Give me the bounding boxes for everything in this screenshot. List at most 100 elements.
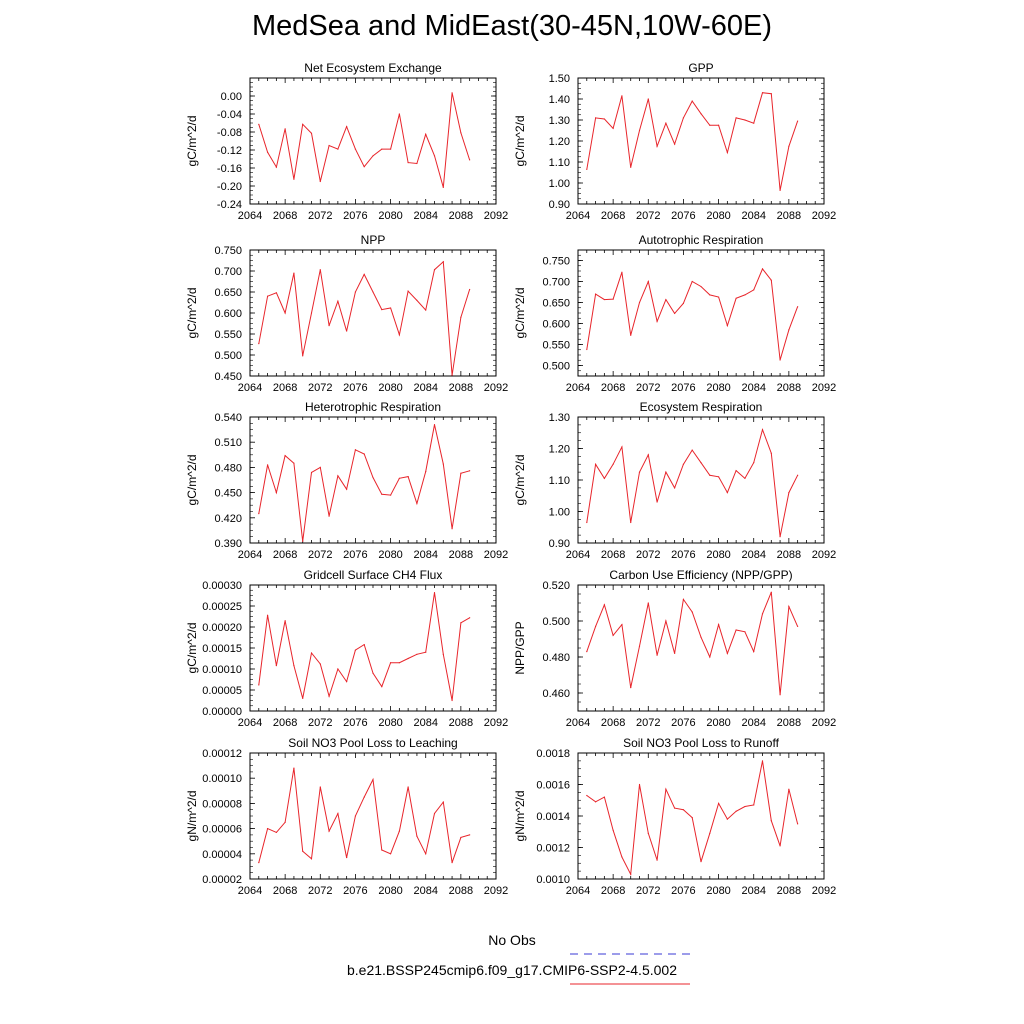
panel-title: GPP: [688, 61, 713, 75]
x-tick-label: 2088: [777, 382, 801, 394]
data-point: [647, 602, 649, 604]
data-point: [753, 462, 755, 464]
data-point: [266, 464, 269, 466]
data-point: [416, 502, 418, 505]
data-point: [328, 515, 330, 517]
data-point: [603, 477, 605, 480]
data-point: [442, 186, 444, 188]
data-point: [337, 668, 339, 670]
data-point: [709, 656, 711, 658]
data-point: [258, 343, 260, 345]
data-point: [638, 783, 641, 786]
y-tick-label: 1.20: [549, 136, 570, 148]
chart-panel: Carbon Use Efficiency (NPP/GPP) NPP/GPP 20…: [513, 568, 836, 729]
x-tick-label: 2076: [671, 885, 695, 897]
data-point: [381, 849, 383, 851]
data-point: [594, 801, 597, 803]
data-point: [594, 625, 597, 628]
chart-panel: Net Ecosystem Exchange gC/m^2/d 2064 2068 20…: [185, 61, 508, 222]
y-tick-label: 0.460: [542, 688, 570, 700]
data-point: [275, 166, 277, 168]
data-point: [709, 832, 711, 834]
y-tick-label: 0.00004: [202, 849, 242, 861]
x-tick-label: 2084: [413, 717, 437, 729]
x-tick-label: 2088: [449, 885, 473, 897]
y-axis-label: gC/m^2/d: [513, 116, 527, 167]
y-tick-label: 1.30: [549, 115, 570, 127]
y-tick-label: 0.00: [221, 91, 242, 103]
data-point: [337, 300, 339, 302]
panel-title: Gridcell Surface CH4 Flux: [304, 568, 443, 582]
plot-frame: [249, 584, 497, 712]
data-point: [407, 162, 409, 164]
data-point: [744, 805, 746, 808]
data-point: [407, 290, 409, 292]
data-point: [319, 269, 321, 271]
data-point: [293, 178, 295, 180]
x-tick-label: 2092: [484, 885, 508, 897]
x-tick-label: 2064: [238, 382, 262, 394]
plot-frame: [577, 249, 825, 377]
data-point: [275, 292, 277, 294]
series-line: [586, 267, 799, 361]
data-point: [586, 348, 588, 351]
data-point: [372, 155, 374, 157]
data-point: [284, 455, 286, 457]
data-point: [469, 470, 471, 472]
y-axis-label: NPP/GPP: [513, 621, 527, 674]
data-point: [258, 862, 260, 864]
data-point: [416, 162, 418, 165]
y-tick-label: 1.00: [549, 507, 570, 519]
data-point: [726, 492, 728, 494]
data-point: [788, 492, 790, 494]
data-point: [451, 862, 453, 864]
data-point: [603, 796, 605, 798]
x-tick-label: 2072: [308, 210, 332, 222]
data-point: [258, 123, 260, 125]
data-point: [779, 845, 781, 847]
x-tick-label: 2072: [308, 885, 332, 897]
data-point: [469, 834, 471, 836]
panel-title: Carbon Use Efficiency (NPP/GPP): [609, 568, 792, 582]
data-point: [442, 653, 444, 655]
y-tick-label: 0.00015: [202, 643, 242, 655]
y-tick-label: 1.10: [549, 475, 570, 487]
x-tick-label: 2084: [413, 549, 437, 561]
y-tick-label: 1.40: [549, 94, 570, 106]
data-point: [630, 334, 632, 336]
data-point: [770, 452, 772, 454]
y-axis-label: gC/m^2/d: [185, 116, 199, 167]
data-point: [726, 652, 728, 655]
data-point: [293, 665, 295, 667]
y-tick-label: 0.00005: [202, 685, 242, 697]
series-line: [258, 260, 471, 376]
x-tick-label: 2076: [343, 717, 367, 729]
x-tick-label: 2092: [812, 885, 836, 897]
data-point: [656, 654, 658, 656]
data-point: [761, 760, 764, 762]
data-point: [433, 423, 436, 426]
data-point: [266, 828, 269, 830]
data-point: [337, 812, 339, 815]
data-point: [735, 297, 737, 299]
figure-title: MedSea and MidEast(30-45N,10W-60E): [251, 10, 773, 42]
x-tick-label: 2068: [273, 549, 297, 561]
chart-panel: NPP gC/m^2/d 2064 2068 2072 2076 2080 2084 2088 2…: [185, 233, 508, 394]
data-point: [363, 796, 365, 798]
data-point: [647, 454, 649, 456]
x-tick-label: 2088: [777, 885, 801, 897]
data-point: [709, 474, 711, 476]
x-tick-label: 2092: [484, 382, 508, 394]
data-point: [717, 802, 720, 805]
data-point: [788, 145, 790, 147]
data-point: [302, 697, 304, 700]
data-point: [293, 767, 295, 769]
panel-title: Ecosystem Respiration: [640, 400, 763, 414]
x-tick-label: 2092: [812, 717, 836, 729]
data-point: [638, 129, 641, 132]
data-point: [612, 463, 614, 465]
panel-title: Heterotrophic Respiration: [305, 400, 441, 414]
data-point: [779, 189, 781, 191]
data-point: [744, 477, 746, 480]
data-point: [425, 133, 427, 135]
